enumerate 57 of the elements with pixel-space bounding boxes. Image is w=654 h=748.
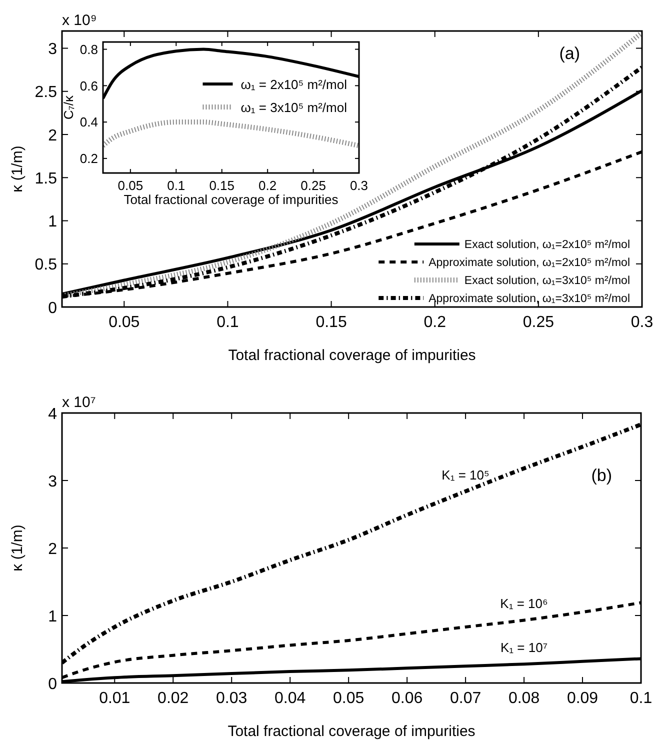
series-label: K₁ = 10⁷ xyxy=(500,640,548,656)
x-tick-label: 0.2 xyxy=(258,178,277,193)
series-label: K₁ = 10⁶ xyxy=(500,596,548,612)
x-axis-title: Total fractional coverage of impurities xyxy=(228,347,476,364)
x-tick-label: 0.2 xyxy=(424,314,446,331)
x-tick-label: 0.3 xyxy=(350,178,368,193)
x-tick-label: 0.1 xyxy=(216,314,239,331)
y-tick-label: 0.5 xyxy=(34,256,58,274)
x-tick-label: 0.15 xyxy=(209,178,235,193)
y-tick-label: 3 xyxy=(48,41,58,58)
x-tick-label: 0.25 xyxy=(300,178,326,193)
legend-label: Approximate solution, ω₁=3x10⁵ m²/mol xyxy=(428,293,630,305)
text: x 10⁹ xyxy=(62,12,97,29)
x-axis-title: Total fractional coverage of impurities xyxy=(124,192,339,207)
legend-label: ω₁ = 3x10⁵ m²/mol xyxy=(240,100,348,115)
text: x 10⁷ xyxy=(62,394,96,411)
x-tick-label: 0.1 xyxy=(630,690,652,707)
x-tick-label: 0.3 xyxy=(630,314,654,331)
series-label: K₁ = 10⁵ xyxy=(442,467,490,482)
x-tick-label: 0.09 xyxy=(566,690,598,707)
legend-label: ω₁ = 2x10⁵ m²/mol xyxy=(240,77,348,92)
x-tick-label: 0.05 xyxy=(108,314,140,331)
x-tick-label: 0.08 xyxy=(508,690,540,707)
y-tick-label: 3 xyxy=(48,473,58,490)
legend-label: Approximate solution, ω₁=2x10⁵ m²/mol xyxy=(428,257,630,269)
y-tick-label: 1 xyxy=(48,608,58,626)
y-tick-label: 0.6 xyxy=(80,78,98,94)
y-axis-title: κ (1/m) xyxy=(9,146,26,192)
y-tick-label: 2 xyxy=(48,540,58,558)
x-tick-label: 0.1 xyxy=(167,178,186,193)
x-tick-label: 0.03 xyxy=(216,690,248,707)
y-tick-label: 0.4 xyxy=(80,114,98,130)
y-tick-label: 2 xyxy=(48,127,58,144)
legend-label: Exact solution, ω₁=2x10⁵ m²/mol xyxy=(464,239,630,251)
annotation: (b) xyxy=(591,466,612,485)
y-tick-label: 1 xyxy=(48,214,58,231)
y-axis-title: C₇/κ xyxy=(61,95,76,120)
y-tick-label: 2.5 xyxy=(34,84,58,102)
x-tick-label: 0.05 xyxy=(118,178,144,193)
x-tick-label: 0.02 xyxy=(158,690,189,707)
x-tick-label: 0.07 xyxy=(450,690,482,707)
legend-label: Exact solution, ω₁=3x10⁵ m²/mol xyxy=(464,275,630,287)
y-axis-title: κ (1/m) xyxy=(9,524,26,572)
y-tick-label: 0 xyxy=(48,300,58,317)
x-tick-label: 0.06 xyxy=(391,690,423,707)
x-tick-label: 0.04 xyxy=(274,690,306,707)
x-tick-label: 0.05 xyxy=(333,690,364,707)
x-tick-label: 0.15 xyxy=(316,314,347,331)
x-tick-label: 0.01 xyxy=(99,690,130,707)
y-tick-label: 0.2 xyxy=(80,151,98,166)
y-tick-label: 0.8 xyxy=(80,42,98,57)
annotation: (a) xyxy=(559,44,580,63)
y-tick-label: 0 xyxy=(48,676,58,693)
y-tick-label: 1.5 xyxy=(34,170,58,188)
x-axis-title: Total fractional coverage of impurities xyxy=(228,723,476,740)
y-tick-label: 4 xyxy=(48,406,58,423)
x-tick-label: 0.25 xyxy=(522,314,554,331)
